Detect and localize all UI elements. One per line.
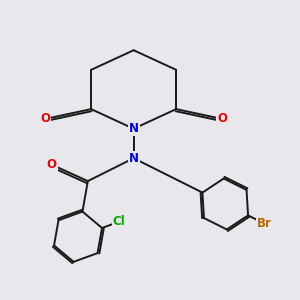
Text: N: N (129, 152, 139, 165)
Text: Br: Br (257, 217, 272, 230)
Text: O: O (217, 112, 227, 125)
Text: N: N (129, 122, 139, 135)
Text: Cl: Cl (112, 215, 125, 228)
Text: O: O (40, 112, 50, 125)
Text: O: O (47, 158, 57, 171)
